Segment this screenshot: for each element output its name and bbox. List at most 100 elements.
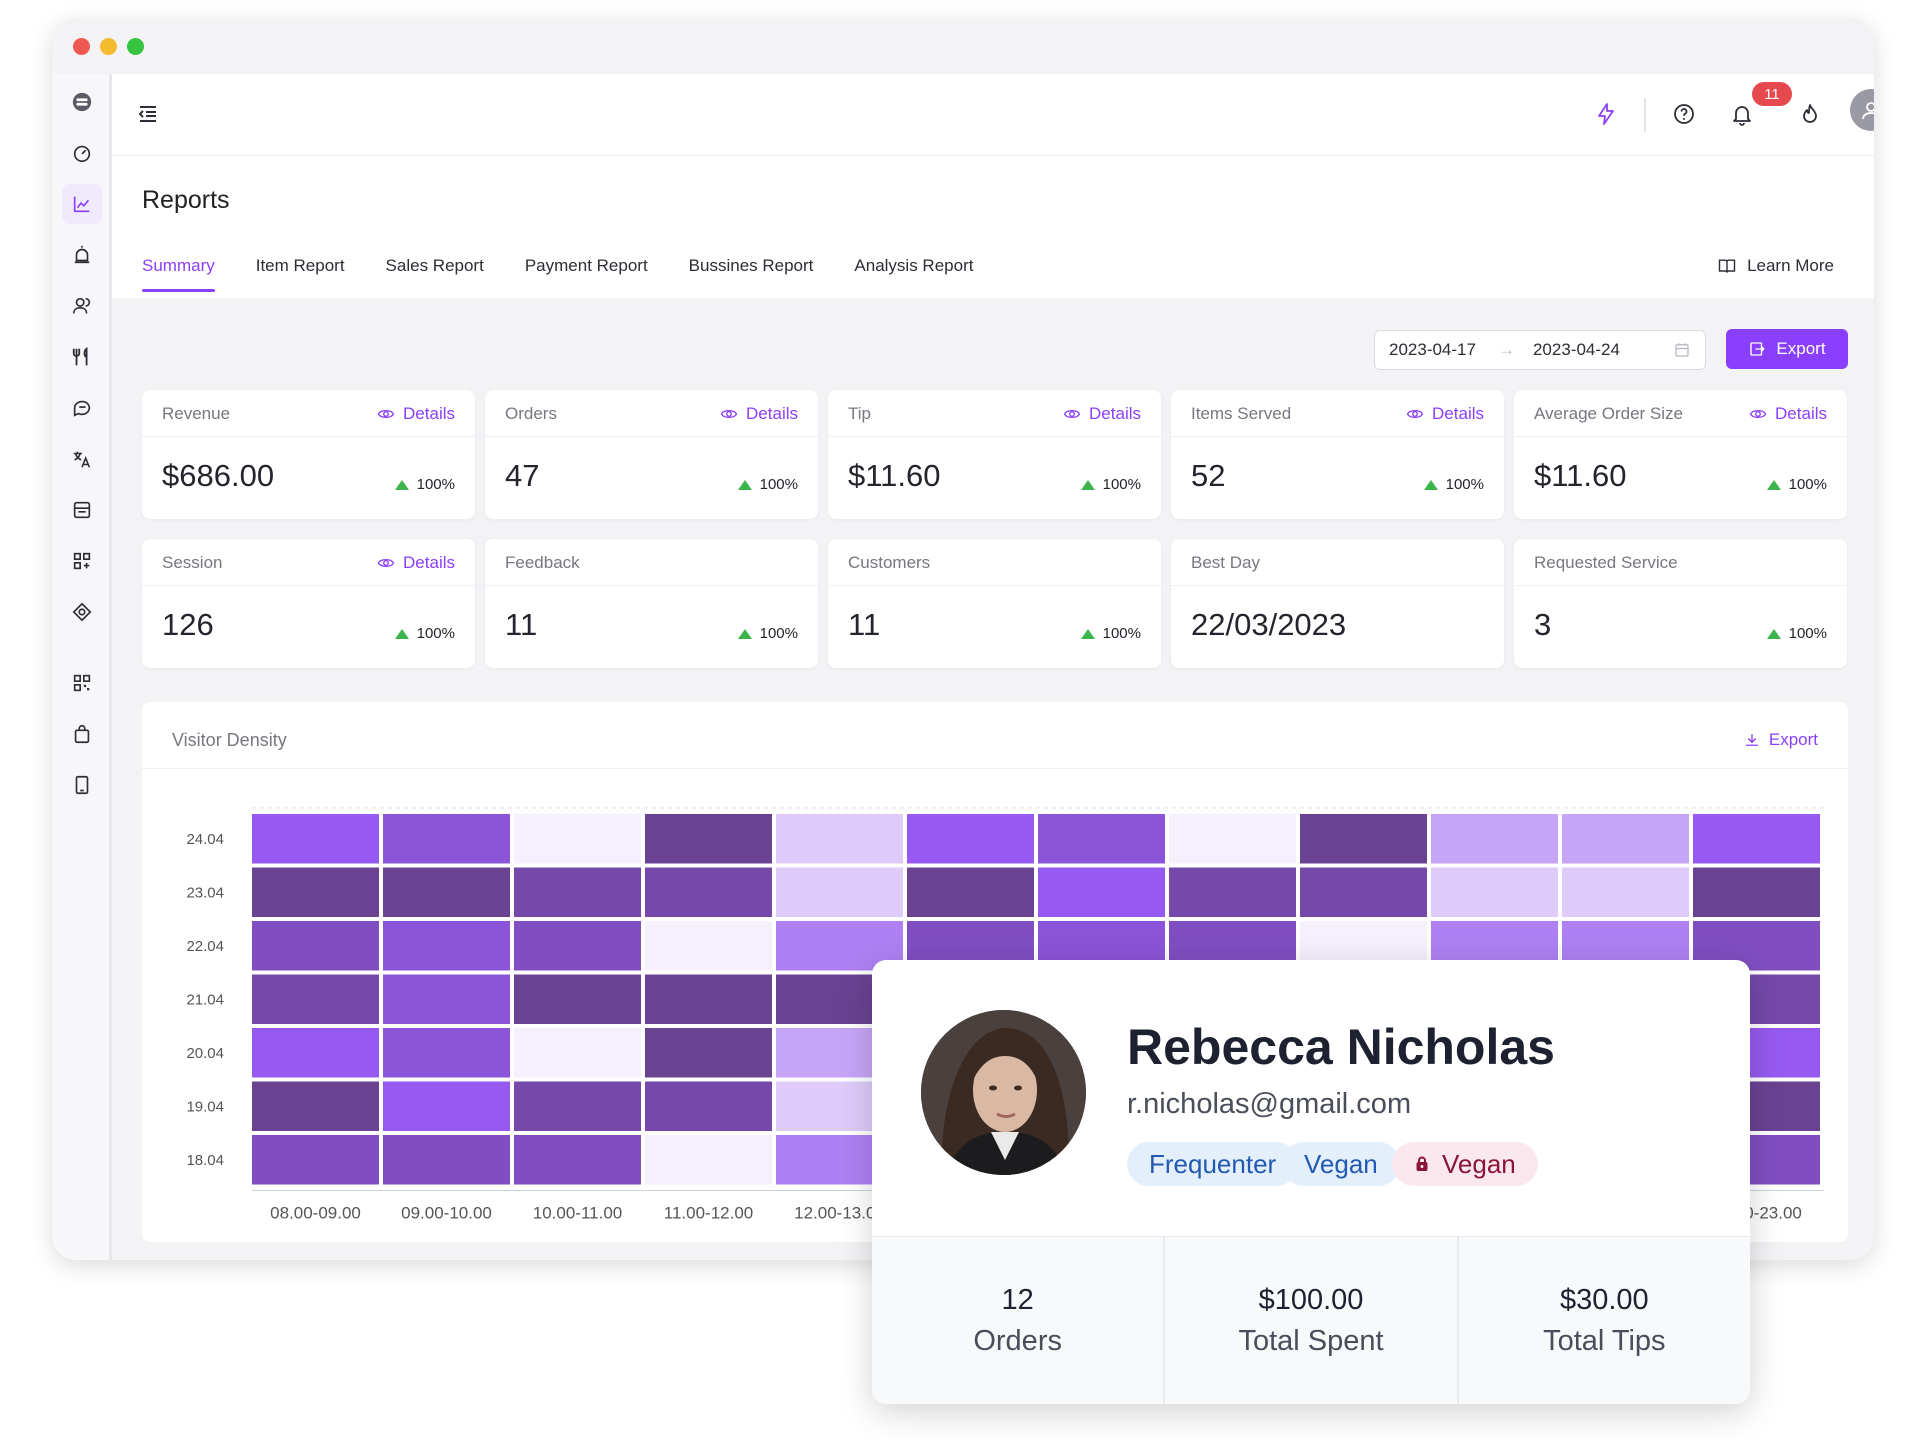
heatmap-cell[interactable] [1038, 867, 1165, 918]
heatmap-cell[interactable] [1300, 814, 1427, 864]
stat-total-tips: $30.00 Total Tips [1459, 1237, 1750, 1404]
heatmap-cell[interactable] [776, 867, 903, 918]
date-start: 2023-04-17 [1389, 340, 1476, 359]
maximize-window-button[interactable] [127, 38, 144, 55]
heatmap-cell[interactable] [252, 1135, 379, 1185]
minimize-window-button[interactable] [100, 38, 117, 55]
heatmap-cell[interactable] [383, 1081, 510, 1132]
alarm-icon [74, 245, 90, 264]
heatmap-cell[interactable] [776, 814, 903, 864]
heatmap-cell[interactable] [645, 1028, 772, 1078]
close-window-button[interactable] [73, 38, 90, 55]
heatmap-cell[interactable] [383, 921, 510, 971]
heatmap-cell[interactable] [645, 1135, 772, 1185]
heatmap-cell[interactable] [907, 814, 1034, 864]
heatmap-cell[interactable] [645, 974, 772, 1025]
heatmap-cell[interactable] [252, 814, 379, 864]
heatmap-cell[interactable] [1562, 867, 1689, 918]
sidebar-item-store[interactable] [62, 490, 102, 530]
heatmap-cell[interactable] [514, 974, 641, 1025]
heatmap-cell[interactable] [1169, 814, 1296, 864]
heatmap-cell[interactable] [383, 1028, 510, 1078]
heatmap-cell[interactable] [514, 1081, 641, 1132]
heatmap-cell[interactable] [252, 974, 379, 1025]
heatmap-cell[interactable] [252, 867, 379, 918]
chart-export-button[interactable]: Export [1743, 730, 1818, 750]
sidebar-item-integrations[interactable] [62, 592, 102, 632]
sidebar-item-alerts[interactable] [62, 235, 102, 275]
fire-icon[interactable] [1792, 96, 1828, 132]
menu-collapse-icon[interactable] [130, 96, 166, 132]
tag-label: Frequenter [1149, 1148, 1277, 1179]
heatmap-cell[interactable] [645, 1081, 772, 1132]
heatmap-cell[interactable] [252, 1081, 379, 1132]
utensils-icon [72, 347, 88, 366]
sidebar-item-staff[interactable] [62, 286, 102, 326]
metric-value: 126 [162, 607, 214, 642]
tab-payment-report[interactable]: Payment Report [524, 256, 648, 275]
heatmap-cell[interactable] [252, 1028, 379, 1078]
details-link[interactable]: Details [720, 404, 798, 424]
heatmap-cell[interactable] [514, 814, 641, 864]
heatmap-cell[interactable] [252, 921, 379, 971]
heatmap-cell[interactable] [907, 867, 1034, 918]
metric-label: Session [162, 553, 223, 572]
learn-more-link[interactable]: Learn More [1717, 256, 1834, 276]
heatmap-cell[interactable] [383, 814, 510, 864]
tab-item-report[interactable]: Item Report [255, 256, 345, 275]
x-tick-label: 12.00-13.00 [794, 1204, 885, 1223]
content-header: Reports Summary Item Report Sales Report… [112, 156, 1874, 298]
date-range-picker[interactable]: 2023-04-17 → 2023-04-24 [1374, 330, 1706, 370]
tab-analysis-report[interactable]: Analysis Report [854, 256, 974, 275]
export-button[interactable]: Export [1726, 329, 1848, 369]
heatmap-cell[interactable] [1038, 814, 1165, 864]
sidebar-item-menu[interactable] [62, 337, 102, 377]
heatmap-cell[interactable] [514, 921, 641, 971]
tag-label: Vegan [1442, 1148, 1516, 1179]
details-link[interactable]: Details [1063, 404, 1141, 424]
tab-business-report[interactable]: Bussines Report [688, 256, 814, 275]
logo-icon[interactable] [62, 82, 102, 122]
x-tick-label: 11.00-12.00 [664, 1204, 753, 1223]
toolbar-divider [1644, 98, 1646, 132]
bell-icon[interactable] [1724, 96, 1760, 132]
heatmap-cell[interactable] [383, 974, 510, 1025]
heatmap-cell[interactable] [514, 1028, 641, 1078]
heatmap-cell[interactable] [514, 1135, 641, 1185]
details-link[interactable]: Details [1406, 404, 1484, 424]
card-divider [485, 436, 818, 437]
user-avatar-icon[interactable] [1850, 89, 1874, 131]
heatmap-cell[interactable] [645, 867, 772, 918]
bolt-icon[interactable] [1588, 96, 1624, 132]
learn-more-label: Learn More [1747, 256, 1834, 275]
tab-summary[interactable]: Summary [142, 256, 215, 292]
sidebar-item-dashboard[interactable] [62, 133, 102, 173]
tab-sales-report[interactable]: Sales Report [385, 256, 484, 275]
heatmap-cell[interactable] [645, 921, 772, 971]
sidebar-item-widgets[interactable] [62, 541, 102, 581]
sidebar-item-qr[interactable] [62, 663, 102, 703]
heatmap-cell[interactable] [1562, 814, 1689, 864]
heatmap-cell[interactable] [1300, 867, 1427, 918]
sidebar-item-feedback[interactable] [62, 388, 102, 428]
heatmap-cell[interactable] [1169, 867, 1296, 918]
heatmap-cell[interactable] [645, 814, 772, 864]
heatmap-cell[interactable] [1693, 814, 1820, 864]
sidebar-item-reports[interactable] [62, 184, 102, 224]
sidebar-item-translate[interactable] [62, 439, 102, 479]
heatmap-cell[interactable] [383, 1135, 510, 1185]
trend-up-icon [1080, 628, 1095, 639]
help-icon[interactable] [1666, 96, 1702, 132]
heatmap-cell[interactable] [1431, 867, 1558, 918]
eye-icon [1063, 409, 1081, 419]
heatmap-cell[interactable] [383, 867, 510, 918]
heatmap-cell[interactable] [514, 867, 641, 918]
sidebar-item-tablet[interactable] [62, 765, 102, 805]
eye-icon [1406, 409, 1424, 419]
heatmap-cell[interactable] [1693, 867, 1820, 918]
details-link[interactable]: Details [1749, 404, 1827, 424]
sidebar-item-shop[interactable] [62, 714, 102, 754]
heatmap-cell[interactable] [1431, 814, 1558, 864]
details-link[interactable]: Details [377, 404, 455, 424]
details-link[interactable]: Details [377, 553, 455, 573]
